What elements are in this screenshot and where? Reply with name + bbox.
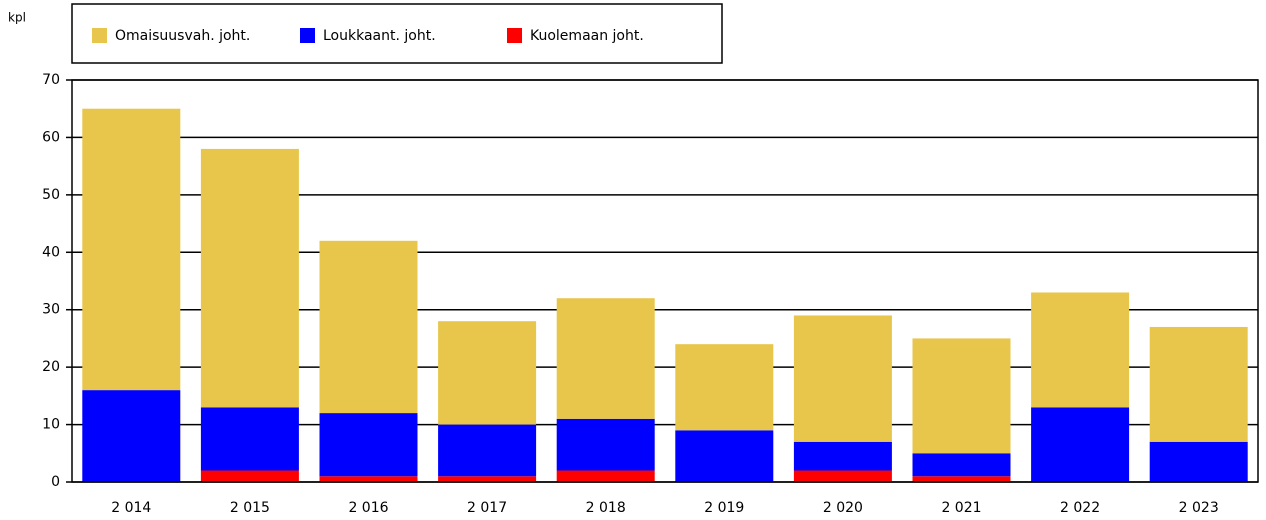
bar-segment — [82, 390, 181, 482]
bar-segment — [793, 470, 892, 482]
y-tick-label: 20 — [42, 359, 60, 375]
x-tick-label: 2 016 — [348, 500, 388, 516]
legend-label: Loukkaant. joht. — [323, 28, 436, 44]
x-tick-label: 2 018 — [586, 500, 626, 516]
x-tick-label: 2 021 — [941, 500, 981, 516]
legend-box — [71, 3, 723, 64]
bar-segment — [793, 315, 892, 442]
bar-segment — [912, 476, 1011, 482]
legend-swatch — [92, 28, 107, 43]
plot-frame — [71, 79, 1259, 483]
y-tick-label: 50 — [42, 187, 60, 203]
legend-swatch — [300, 28, 315, 43]
bar-segment — [912, 338, 1011, 454]
bar-segment — [200, 407, 299, 471]
bar-segment — [438, 476, 537, 482]
y-tick-label: 70 — [42, 72, 60, 88]
x-tick-label: 2 020 — [823, 500, 863, 516]
x-tick-label: 2 017 — [467, 500, 507, 516]
bar-segment — [82, 108, 181, 391]
legend-label: Omaisuusvah. joht. — [115, 28, 250, 44]
bar-segment — [319, 240, 418, 414]
bar-segment — [1149, 441, 1248, 482]
bar-segment — [675, 344, 774, 431]
legend-label: Kuolemaan joht. — [530, 28, 644, 44]
x-tick-label: 2 015 — [230, 500, 270, 516]
bar-segment — [438, 321, 537, 425]
y-tick-label: 60 — [42, 129, 60, 145]
bar-segment — [319, 476, 418, 482]
bar-segment — [319, 413, 418, 477]
bar-segment — [556, 418, 655, 471]
bar-segment — [200, 148, 299, 408]
bar-segment — [1031, 407, 1130, 482]
bar-segment — [200, 470, 299, 482]
unit-label: kpl — [8, 11, 26, 25]
bar-segment — [675, 430, 774, 482]
bar-segment — [1149, 326, 1248, 442]
x-tick-label: 2 022 — [1060, 500, 1100, 516]
y-tick-label: 30 — [42, 302, 60, 318]
bar-segment — [1031, 292, 1130, 408]
bar-segment — [438, 424, 537, 477]
y-tick-label: 0 — [51, 474, 60, 490]
x-tick-label: 2 014 — [111, 500, 151, 516]
bar-segment — [912, 453, 1011, 477]
legend-swatch — [507, 28, 522, 43]
y-tick-label: 40 — [42, 244, 60, 260]
y-tick-label: 10 — [42, 417, 60, 433]
x-tick-label: 2 023 — [1179, 500, 1219, 516]
x-tick-label: 2 019 — [704, 500, 744, 516]
bar-segment — [556, 298, 655, 419]
bar-segment — [793, 441, 892, 471]
bar-segment — [556, 470, 655, 482]
